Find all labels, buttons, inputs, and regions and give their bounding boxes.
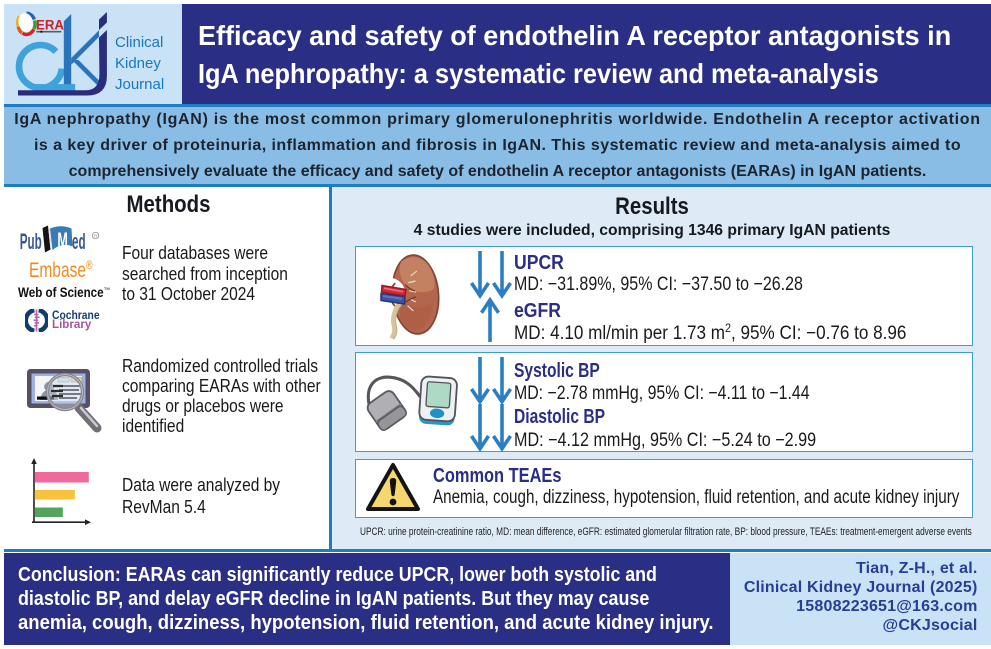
svg-text:Pub: Pub bbox=[20, 229, 42, 254]
svg-text:ed: ed bbox=[72, 229, 86, 254]
svg-text:R: R bbox=[94, 234, 98, 240]
svg-text:M: M bbox=[57, 228, 67, 252]
svg-text:ERA: ERA bbox=[36, 17, 64, 32]
